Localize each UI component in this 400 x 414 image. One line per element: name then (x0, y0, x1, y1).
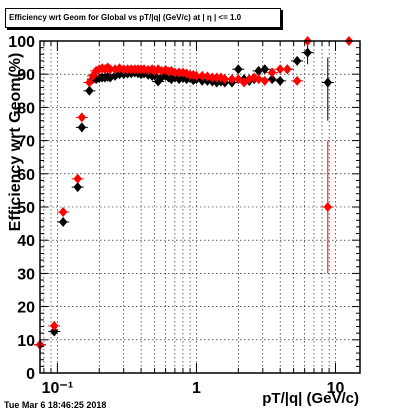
y-tick-label: 0 (26, 366, 35, 383)
title-box: Efficiency wrt Geom for Global vs pT/|q|… (5, 8, 281, 28)
data-point (254, 65, 263, 76)
y-tick-label: 40 (17, 233, 35, 250)
data-point (115, 63, 124, 74)
data-point (254, 74, 263, 85)
y-tick-label: 100 (8, 34, 35, 51)
data-point (234, 74, 243, 85)
x-axis-label: pT/|q| (GeV/c) (262, 390, 359, 407)
data-point (73, 182, 82, 193)
series-black (34, 44, 334, 350)
y-tick-label: 90 (17, 67, 35, 84)
data-point (260, 75, 269, 86)
data-point (50, 320, 59, 331)
data-point (267, 67, 277, 78)
y-tick-label: 50 (17, 200, 35, 217)
data-point (85, 77, 94, 88)
data-point (88, 70, 98, 81)
y-tick-label: 30 (17, 266, 35, 283)
y-tick-label: 20 (17, 300, 35, 317)
data-point (275, 75, 285, 86)
axis-ticks: 0 10 20 30 40 50 60 70 80 90 100 10⁻¹ 1 10 (8, 34, 360, 397)
data-point (85, 85, 94, 96)
y-tick-label: 80 (17, 100, 35, 117)
y-tick-label: 60 (17, 167, 35, 184)
y-axis-label: Efficiency wrt Geom(%) (7, 52, 24, 232)
data-point (50, 326, 59, 337)
x-tick-label: 1 (192, 380, 201, 397)
data-point (77, 122, 87, 133)
data-point (234, 64, 243, 75)
data-point (157, 65, 166, 76)
data-point (58, 216, 68, 227)
data-point (227, 74, 237, 85)
timestamp: Tue Mar 6 18:46:25 2018 (4, 400, 107, 410)
data-point (292, 55, 302, 66)
data-point (220, 74, 230, 85)
data-point (157, 72, 166, 83)
data-point (203, 71, 212, 82)
data-point (292, 75, 302, 86)
data-point (267, 74, 277, 85)
x-tick-label: 10 (327, 380, 345, 397)
data-point (91, 65, 101, 76)
data-point (73, 173, 82, 184)
chart-title: Efficiency wrt Geom for Global vs pT/|q|… (9, 13, 242, 22)
data-point (144, 64, 153, 75)
data-point (150, 65, 159, 76)
data-point (58, 206, 68, 217)
data-point (77, 112, 87, 123)
data-point (139, 64, 149, 75)
data-point (106, 72, 115, 83)
data-point (275, 64, 285, 75)
series-red (34, 36, 355, 350)
data-point (197, 70, 207, 81)
data-point (260, 64, 269, 75)
x-tick-label: 10⁻¹ (42, 380, 74, 397)
y-tick-label: 70 (17, 134, 35, 151)
y-tick-label: 10 (17, 333, 35, 350)
data-point (283, 64, 292, 75)
